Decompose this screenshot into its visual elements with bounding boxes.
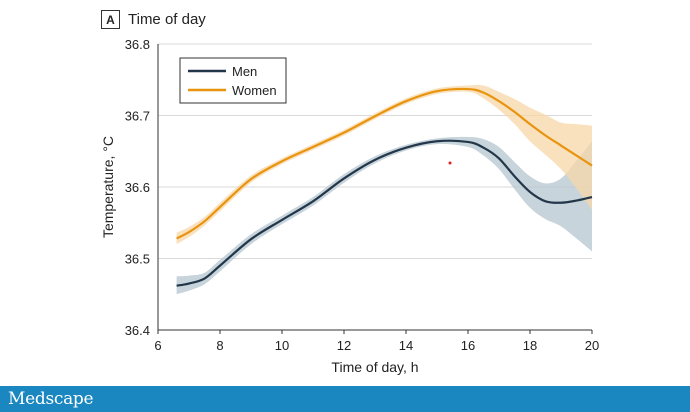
- medscape-logo: Medscape: [8, 389, 94, 409]
- legend-box: [179, 57, 287, 104]
- y-tick-label: 36.6: [125, 180, 150, 195]
- y-tick-label: 36.4: [125, 323, 150, 338]
- tick-labels: 36.4 36.5 36.6 36.7 36.8 6 8 10 12 14 16 18 20: [125, 37, 600, 353]
- x-tick-label: 6: [154, 338, 161, 353]
- axes: [157, 44, 593, 334]
- y-tick-label: 36.5: [125, 252, 150, 267]
- temperature-chart: 36.4 36.5 36.6 36.7 36.8 6 8 10 12 14 16 18 20 Time …: [100, 37, 600, 375]
- ci-band-women: [176, 84, 592, 245]
- series-lines: [176, 87, 593, 287]
- red-marker-dot: [448, 161, 452, 165]
- x-axis-label: Time of day, h: [331, 359, 418, 375]
- y-tick-label: 36.7: [125, 109, 150, 124]
- x-tick-label: 18: [523, 338, 537, 353]
- panel-letter-box: A: [101, 10, 120, 29]
- x-tick-label: 10: [275, 338, 289, 353]
- y-tick-label: 36.8: [125, 37, 150, 52]
- ci-band-men: [176, 136, 592, 295]
- legend-label-women: Women: [232, 83, 277, 98]
- y-axis-label: Temperature, °C: [100, 136, 116, 238]
- panel-letter: A: [106, 12, 115, 27]
- x-tick-label: 20: [585, 338, 599, 353]
- chart-title: Time of day: [128, 11, 206, 28]
- x-tick-label: 12: [337, 338, 351, 353]
- x-tick-label: 8: [216, 338, 223, 353]
- legend: Men Women: [179, 57, 287, 104]
- series-line-men: [176, 139, 593, 287]
- footer-bar: Medscape: [0, 386, 690, 412]
- legend-label-men: Men: [232, 64, 257, 79]
- x-tick-label: 14: [399, 338, 413, 353]
- x-tick-label: 16: [461, 338, 475, 353]
- series-line-women: [176, 87, 593, 240]
